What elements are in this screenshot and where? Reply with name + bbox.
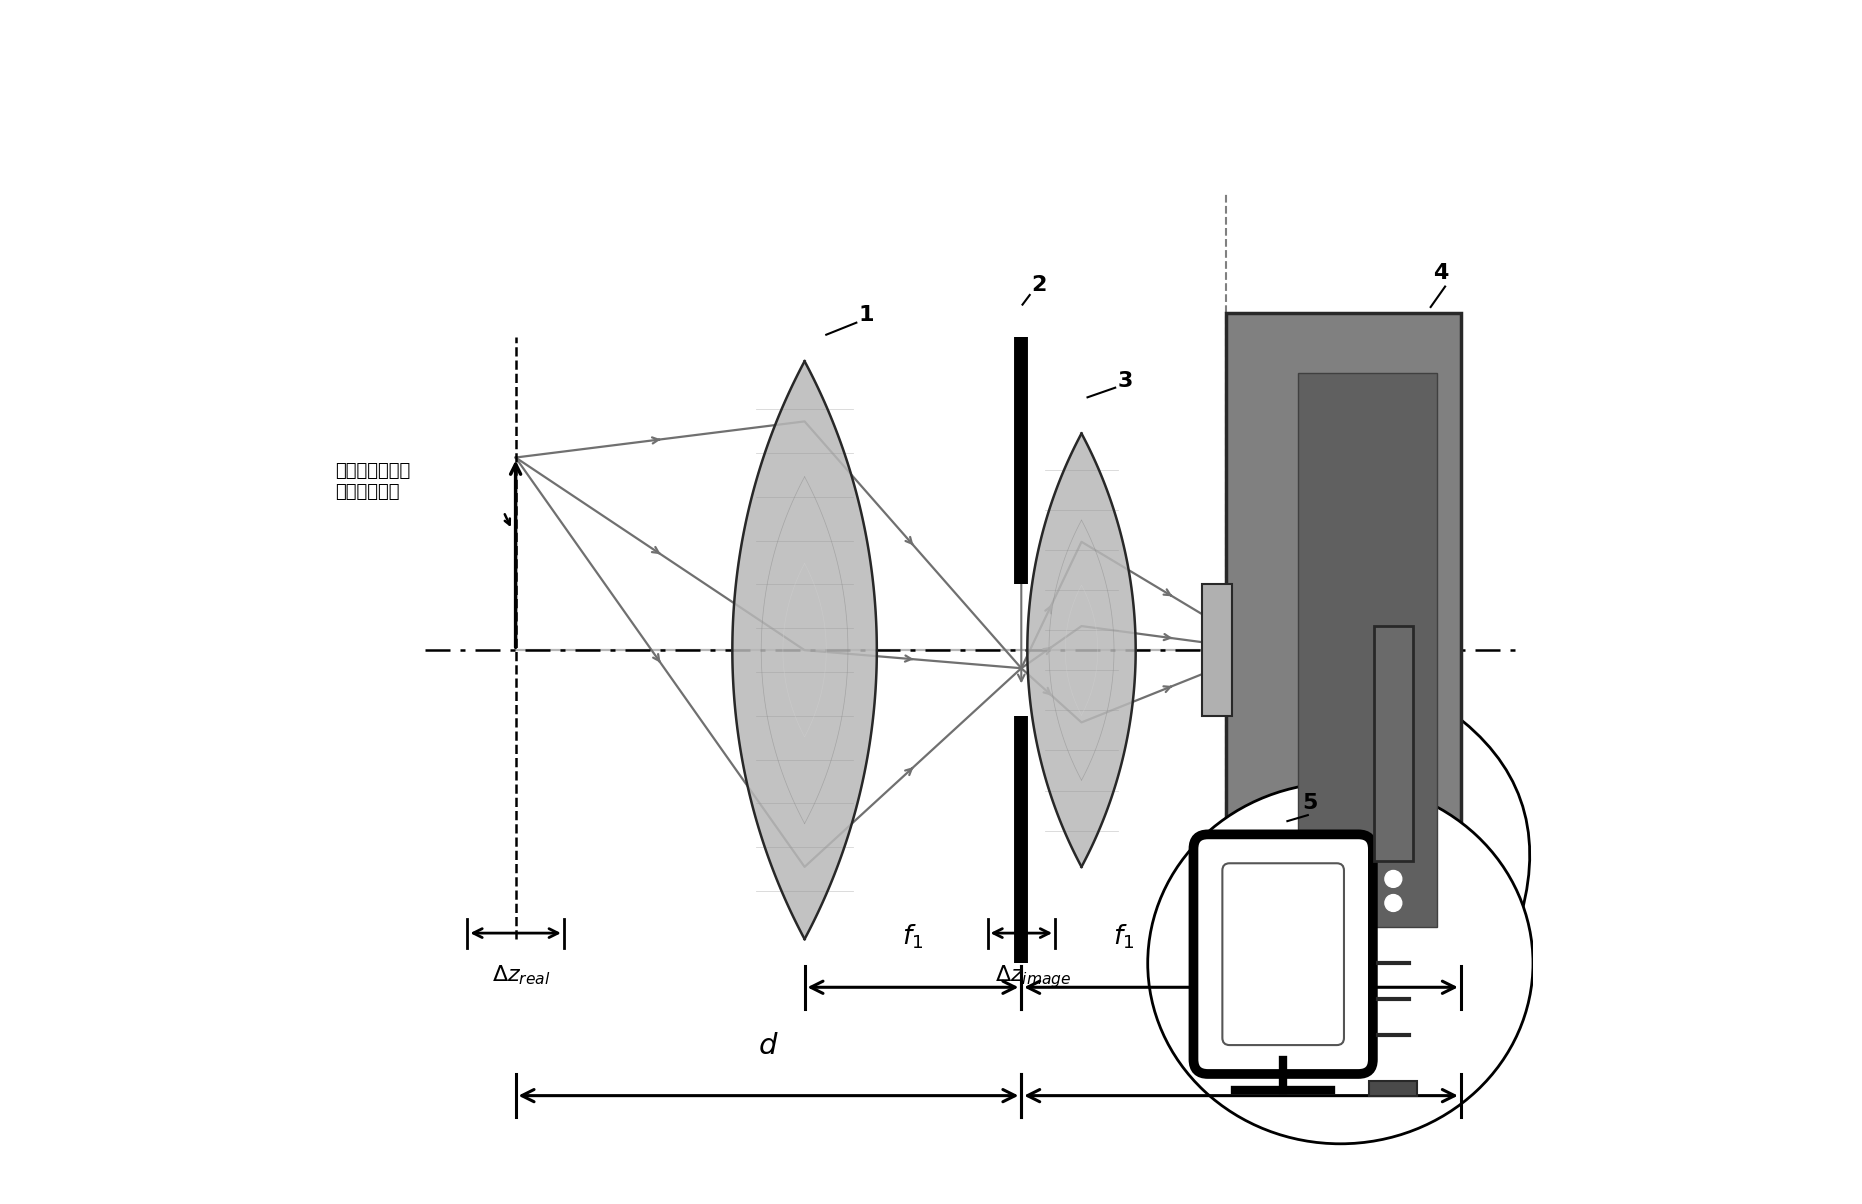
Text: $f_2$: $f_2$ <box>1333 922 1354 951</box>
Text: $\Delta z_{image}$: $\Delta z_{image}$ <box>994 963 1073 990</box>
Bar <box>1298 373 1437 927</box>
Text: $f_1$: $f_1$ <box>1113 922 1134 951</box>
Text: 1: 1 <box>858 305 875 325</box>
Ellipse shape <box>1147 783 1532 1144</box>
Polygon shape <box>732 361 877 939</box>
Text: 空间光调制器的
物像共轭平面: 空间光调制器的 物像共轭平面 <box>335 462 410 501</box>
Text: 5: 5 <box>1303 792 1318 813</box>
Text: $d$: $d$ <box>758 1032 778 1060</box>
Circle shape <box>1385 895 1402 911</box>
Bar <box>1374 626 1413 861</box>
Circle shape <box>1385 870 1402 887</box>
Polygon shape <box>1028 433 1136 867</box>
Text: $\Delta z_{real}$: $\Delta z_{real}$ <box>492 963 551 987</box>
FancyBboxPatch shape <box>1221 863 1344 1045</box>
Bar <box>1201 584 1233 716</box>
FancyArrowPatch shape <box>1450 712 1531 913</box>
Text: $d_{SL}$: $d_{SL}$ <box>1220 1028 1262 1060</box>
Bar <box>1225 313 1462 987</box>
Bar <box>1369 1081 1417 1096</box>
Text: $f_1$: $f_1$ <box>903 922 924 951</box>
Text: 3: 3 <box>1117 371 1132 391</box>
Text: 4: 4 <box>1434 262 1449 283</box>
Text: 2: 2 <box>1032 275 1046 295</box>
FancyBboxPatch shape <box>1194 834 1372 1074</box>
